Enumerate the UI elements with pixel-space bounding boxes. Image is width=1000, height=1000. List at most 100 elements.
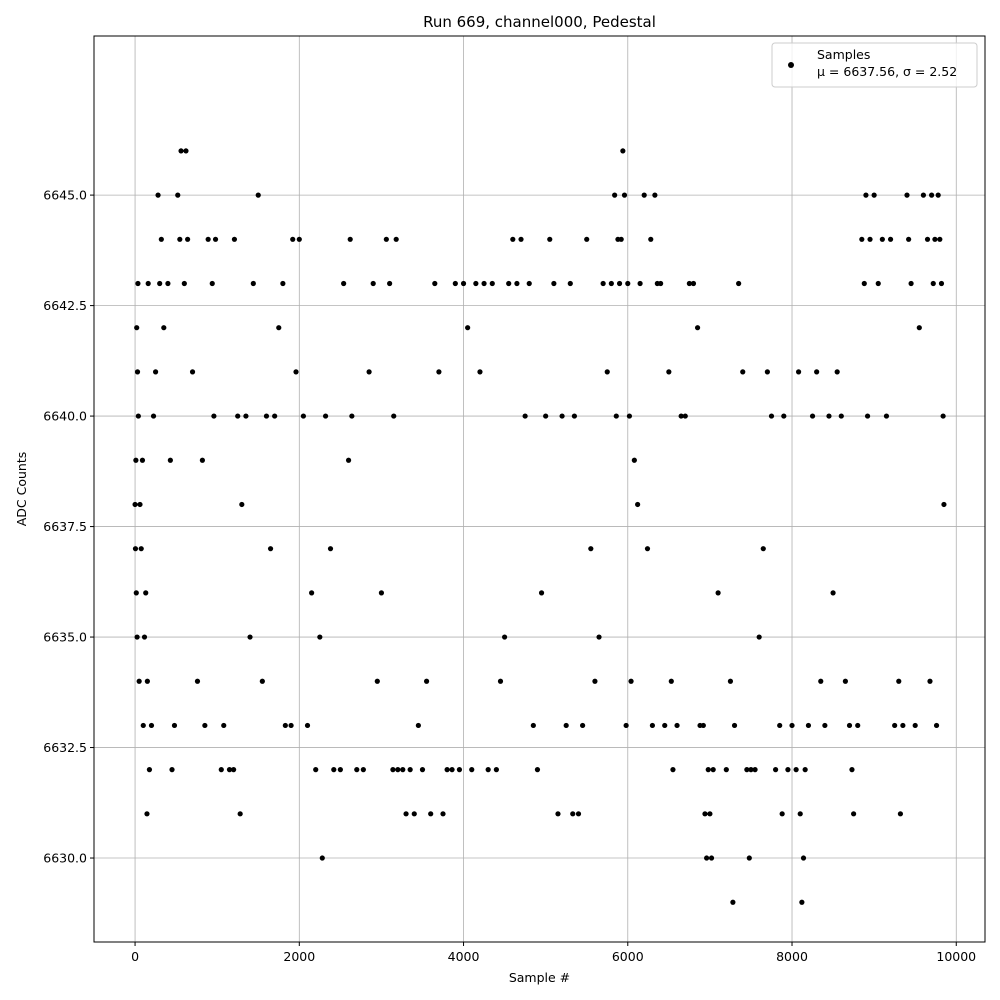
data-point [940,413,946,419]
data-point [140,722,146,729]
data-point [682,413,688,419]
data-point [814,369,820,375]
data-point [423,678,430,684]
data-point [132,501,138,508]
data-point [337,767,343,773]
data-point [341,280,347,287]
data-point [924,236,931,242]
legend-stats: μ = 6637.56, σ = 2.52 [817,64,957,79]
data-point [613,413,619,419]
data-point [620,148,626,154]
data-point [185,236,191,242]
data-point [575,811,582,817]
y-axis-label: ADC Counts [14,452,29,527]
data-point [477,369,483,375]
data-point [623,722,629,729]
data-point [772,767,779,773]
data-point [543,413,549,419]
data-point [395,767,401,773]
data-point [202,722,208,729]
data-point [795,369,802,375]
data-point [555,811,561,817]
data-point [935,192,941,198]
data-point [871,192,877,198]
data-point [134,634,140,640]
data-point [704,855,710,861]
data-point [846,722,853,729]
data-point [937,236,943,242]
data-point [141,634,148,640]
data-point [165,280,171,287]
data-point [137,501,143,508]
data-point [652,192,658,198]
y-tick-label: 6640.0 [43,409,87,424]
data-point [834,369,840,375]
data-point [896,678,902,684]
data-point [904,192,910,198]
x-axis-label: Sample # [509,970,570,985]
data-point [133,457,139,463]
y-tick-label: 6637.5 [43,519,87,534]
data-point [608,280,614,287]
data-point [849,767,855,773]
data-point [211,413,217,419]
data-point [309,590,315,596]
data-point [748,767,754,773]
data-point [752,767,758,773]
x-tick-label: 4000 [448,949,480,964]
data-point [290,236,296,242]
data-point [133,590,139,596]
data-point [785,767,791,773]
data-point [534,767,541,773]
data-point [322,413,329,419]
data-point [571,413,578,419]
data-point [267,546,274,552]
data-point [859,236,865,242]
y-tick-label: 6635.0 [43,630,87,645]
legend-marker [788,62,794,68]
data-point [378,590,385,596]
data-point [826,413,832,419]
data-point [178,148,184,154]
x-ticks: 0 2000 4000 6000 8000 10000 [131,942,976,964]
data-point [276,325,282,331]
data-point [802,767,808,773]
data-point [354,767,360,773]
data-point [255,192,261,198]
data-point [781,413,787,419]
data-point [138,546,144,552]
data-point [400,767,406,773]
data-point [702,811,708,817]
data-point [209,280,215,287]
data-point [551,280,557,287]
data-point [731,722,738,729]
legend-label: Samples [817,47,870,62]
x-tick-label: 0 [131,949,139,964]
data-point [705,767,711,773]
data-point [171,722,178,729]
data-point [867,236,873,242]
data-point [135,280,141,287]
data-point [247,634,253,640]
data-point [616,280,623,287]
data-point [686,280,692,287]
data-point [927,678,933,684]
y-ticks: 6630.0 6632.5 6635.0 6637.5 6640.0 6642.5 6645… [43,188,94,866]
data-point [822,722,828,729]
data-point [800,855,807,861]
data-point [282,722,288,729]
x-tick-label: 6000 [612,949,644,964]
legend-box [771,42,978,88]
y-tick-label: 6642.5 [43,298,87,313]
data-point [347,236,353,242]
data-point [830,590,836,596]
axes-frame [93,35,986,943]
data-point [370,280,376,287]
data-point [139,457,146,463]
data-point [403,811,409,817]
data-point [145,280,151,287]
data-point [272,413,278,419]
data-point [345,457,352,463]
data-point [707,811,713,817]
